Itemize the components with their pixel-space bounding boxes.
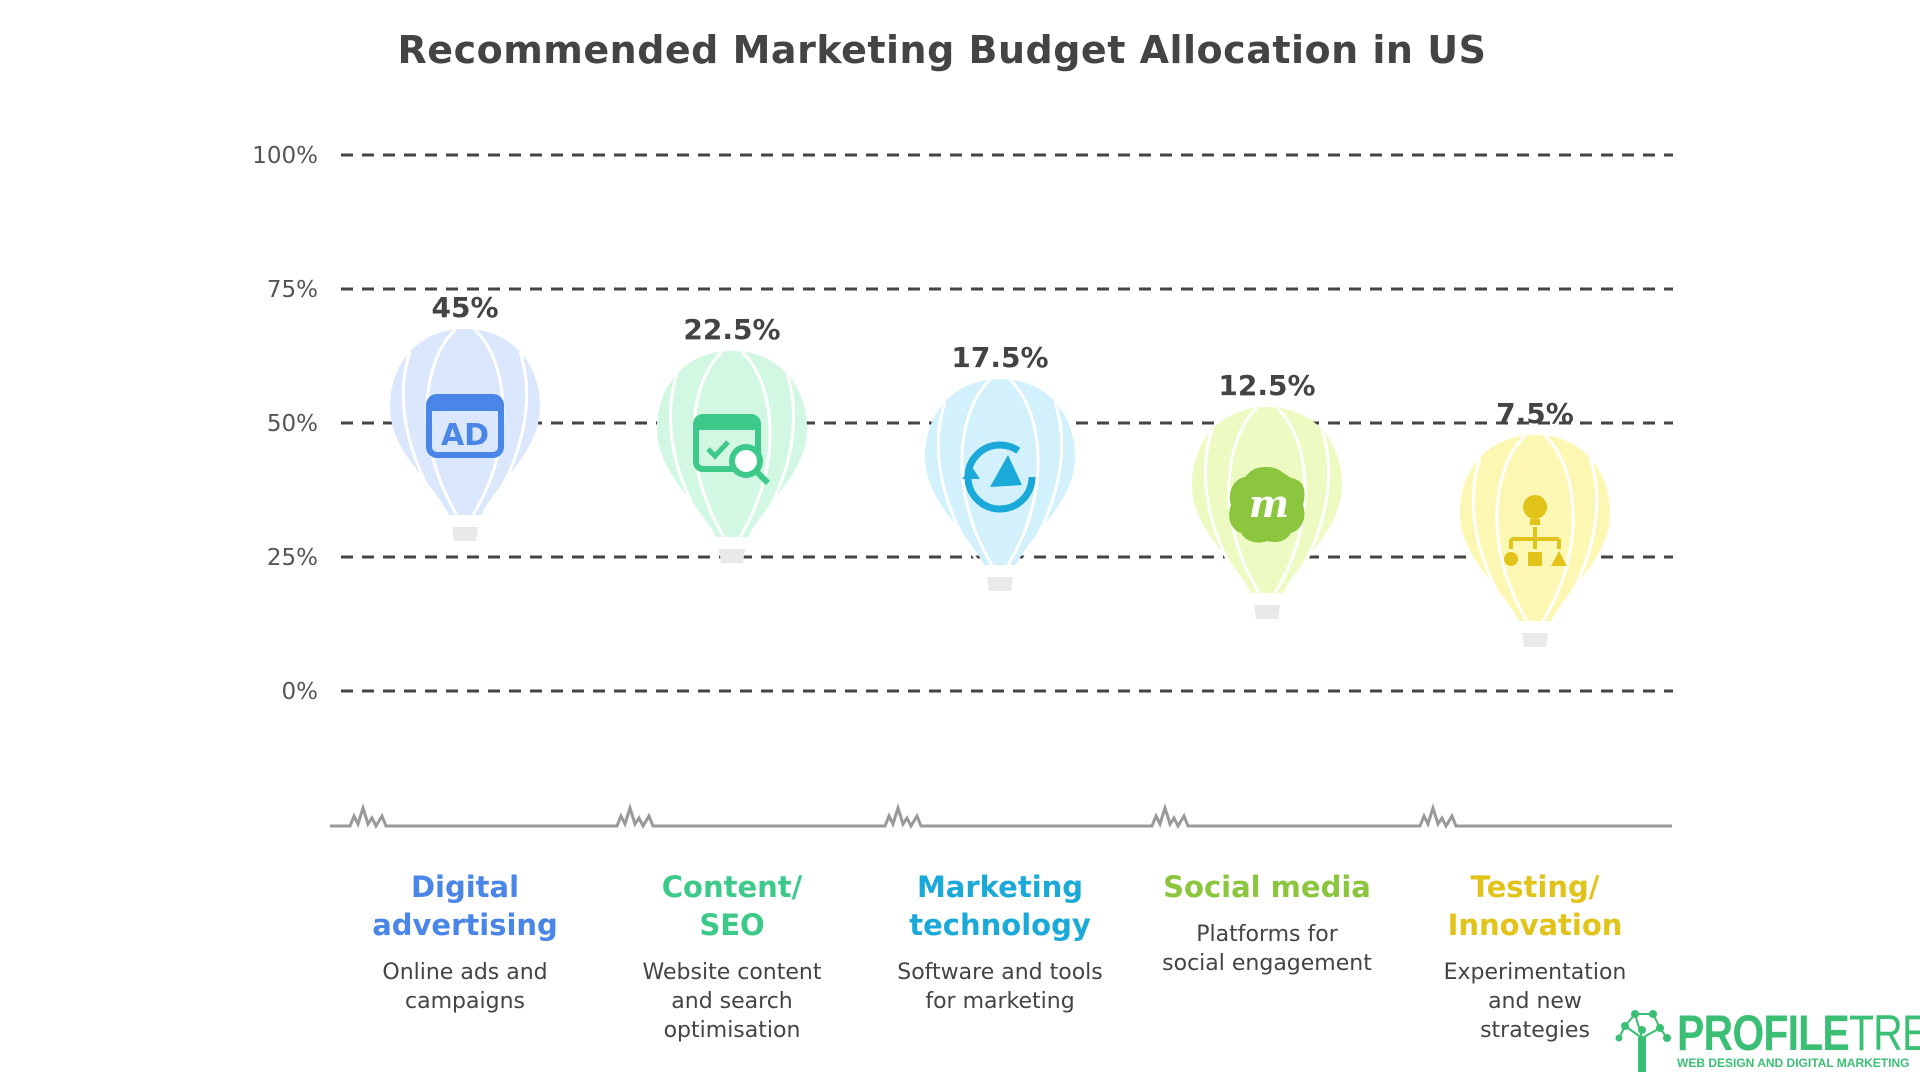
balloon-ring [982, 565, 1018, 569]
category-name-line: Digital [410, 870, 520, 904]
balloon-ring [1249, 593, 1285, 597]
category-description-line: Software and tools [897, 960, 1103, 985]
seo-search-icon [693, 414, 771, 486]
balloon [657, 350, 807, 563]
balloon-basket [987, 577, 1013, 591]
data-label: 12.5% [1218, 369, 1315, 402]
data-label: 45% [431, 291, 498, 324]
icon-bulb-base [1530, 519, 1540, 525]
profiletree-logo: PROFILETREE WEB DESIGN AND DIGITAL MARKE… [1615, 1005, 1920, 1073]
ad-window-icon: AD [426, 394, 504, 458]
balloon-seams [936, 378, 1064, 566]
category-name: Marketing technology [880, 868, 1120, 944]
category-description-line: social engagement [1162, 951, 1372, 976]
data-label: 22.5% [683, 313, 780, 346]
icon-text: AD [441, 418, 489, 453]
balloon-seams [1471, 434, 1599, 622]
balloon [1460, 434, 1610, 647]
category-3: Social media Platforms for social engageme… [1147, 868, 1387, 978]
balloon-ring [1517, 621, 1553, 625]
category-4: Testing/Innovation Experimentation and new… [1415, 868, 1655, 1045]
balloon [925, 378, 1075, 591]
icon-letter: m [1249, 481, 1289, 526]
category-name-line: Innovation [1447, 908, 1623, 942]
balloon-basket [1522, 633, 1548, 647]
icon-square [1528, 552, 1542, 566]
category-name-line: technology [909, 908, 1091, 942]
icon-circle [1504, 552, 1518, 566]
category-name: Content/SEO [612, 868, 852, 944]
icon-bulb [1523, 495, 1547, 519]
icon-megaphone [990, 455, 1022, 487]
logo-brand: PROFILETREE [1677, 1005, 1920, 1061]
balloon-envelope [390, 329, 540, 515]
category-description-line: and new [1488, 989, 1582, 1014]
category-0: Digital advertising Online ads and campaign… [345, 868, 585, 1016]
y-tick-label: 100% [252, 143, 318, 169]
ground-line [330, 802, 1672, 830]
category-description: Experimentation and new strategies [1415, 958, 1655, 1045]
idea-flowchart-icon [1504, 495, 1567, 566]
category-description-line: Online ads and [382, 960, 548, 985]
logo-tagline: WEB DESIGN AND DIGITAL MARKETING [1677, 1056, 1910, 1070]
category-2: Marketing technology Software and tools for… [880, 868, 1120, 1016]
category-description: Website content and search optimisation [612, 958, 852, 1045]
category-name: Social media [1147, 868, 1387, 906]
balloon-envelope [657, 351, 807, 537]
data-label: 17.5% [951, 341, 1048, 374]
balloon-basket [719, 549, 745, 563]
icon-handle [753, 468, 771, 486]
category-name-line: Marketing [916, 870, 1084, 904]
category-description-line: campaigns [405, 989, 525, 1014]
icon-bar [429, 397, 501, 411]
icon-tree [1509, 527, 1561, 549]
category-description-line: for marketing [925, 989, 1075, 1014]
y-tick-label: 75% [267, 277, 318, 303]
category-description-line: optimisation [663, 1018, 801, 1043]
icon-check [706, 440, 730, 460]
y-tick-label: 0% [282, 679, 319, 705]
balloon-basket [452, 527, 478, 541]
category-description-line: strategies [1480, 1018, 1590, 1043]
category-name-line: Content/ [661, 870, 803, 904]
category-name-line: Social media [1163, 870, 1371, 904]
category-description-line: Experimentation [1443, 960, 1627, 985]
category-name-line: advertising [372, 908, 558, 942]
balloon: m [1192, 406, 1342, 619]
icon-triangle [1551, 551, 1567, 566]
megaphone-refresh-icon [962, 441, 1036, 513]
category-name-line: SEO [699, 908, 765, 942]
category-name: Digital advertising [345, 868, 585, 944]
category-1: Content/SEO Website content and search opti… [612, 868, 852, 1045]
category-description-line: Website content [642, 960, 822, 985]
category-name-line: Testing/ [1470, 870, 1600, 904]
y-tick-label: 25% [267, 545, 318, 571]
category-description: Online ads and campaigns [345, 958, 585, 1016]
data-label: 7.5% [1496, 397, 1574, 430]
category-description: Platforms for social engagement [1147, 920, 1387, 978]
balloon-seams [1203, 406, 1331, 594]
balloon: AD [390, 328, 540, 541]
meetup-badge-icon: m [1229, 467, 1305, 543]
balloon-ring [447, 515, 483, 519]
category-description-line: and search [671, 989, 793, 1014]
icon-lens [729, 444, 763, 478]
icon-bar [696, 417, 758, 430]
balloon-basket [1254, 605, 1280, 619]
balloon-ring [714, 537, 750, 541]
category-name: Testing/Innovation [1415, 868, 1655, 944]
category-description-line: Platforms for [1196, 922, 1338, 947]
y-tick-label: 50% [267, 411, 318, 437]
tree-icon [1615, 1010, 1671, 1073]
icon-arrow [962, 467, 980, 479]
icon-badge [1229, 467, 1305, 543]
category-description: Software and tools for marketing [880, 958, 1120, 1016]
chart-title: Recommended Marketing Budget Allocation … [397, 28, 1487, 72]
